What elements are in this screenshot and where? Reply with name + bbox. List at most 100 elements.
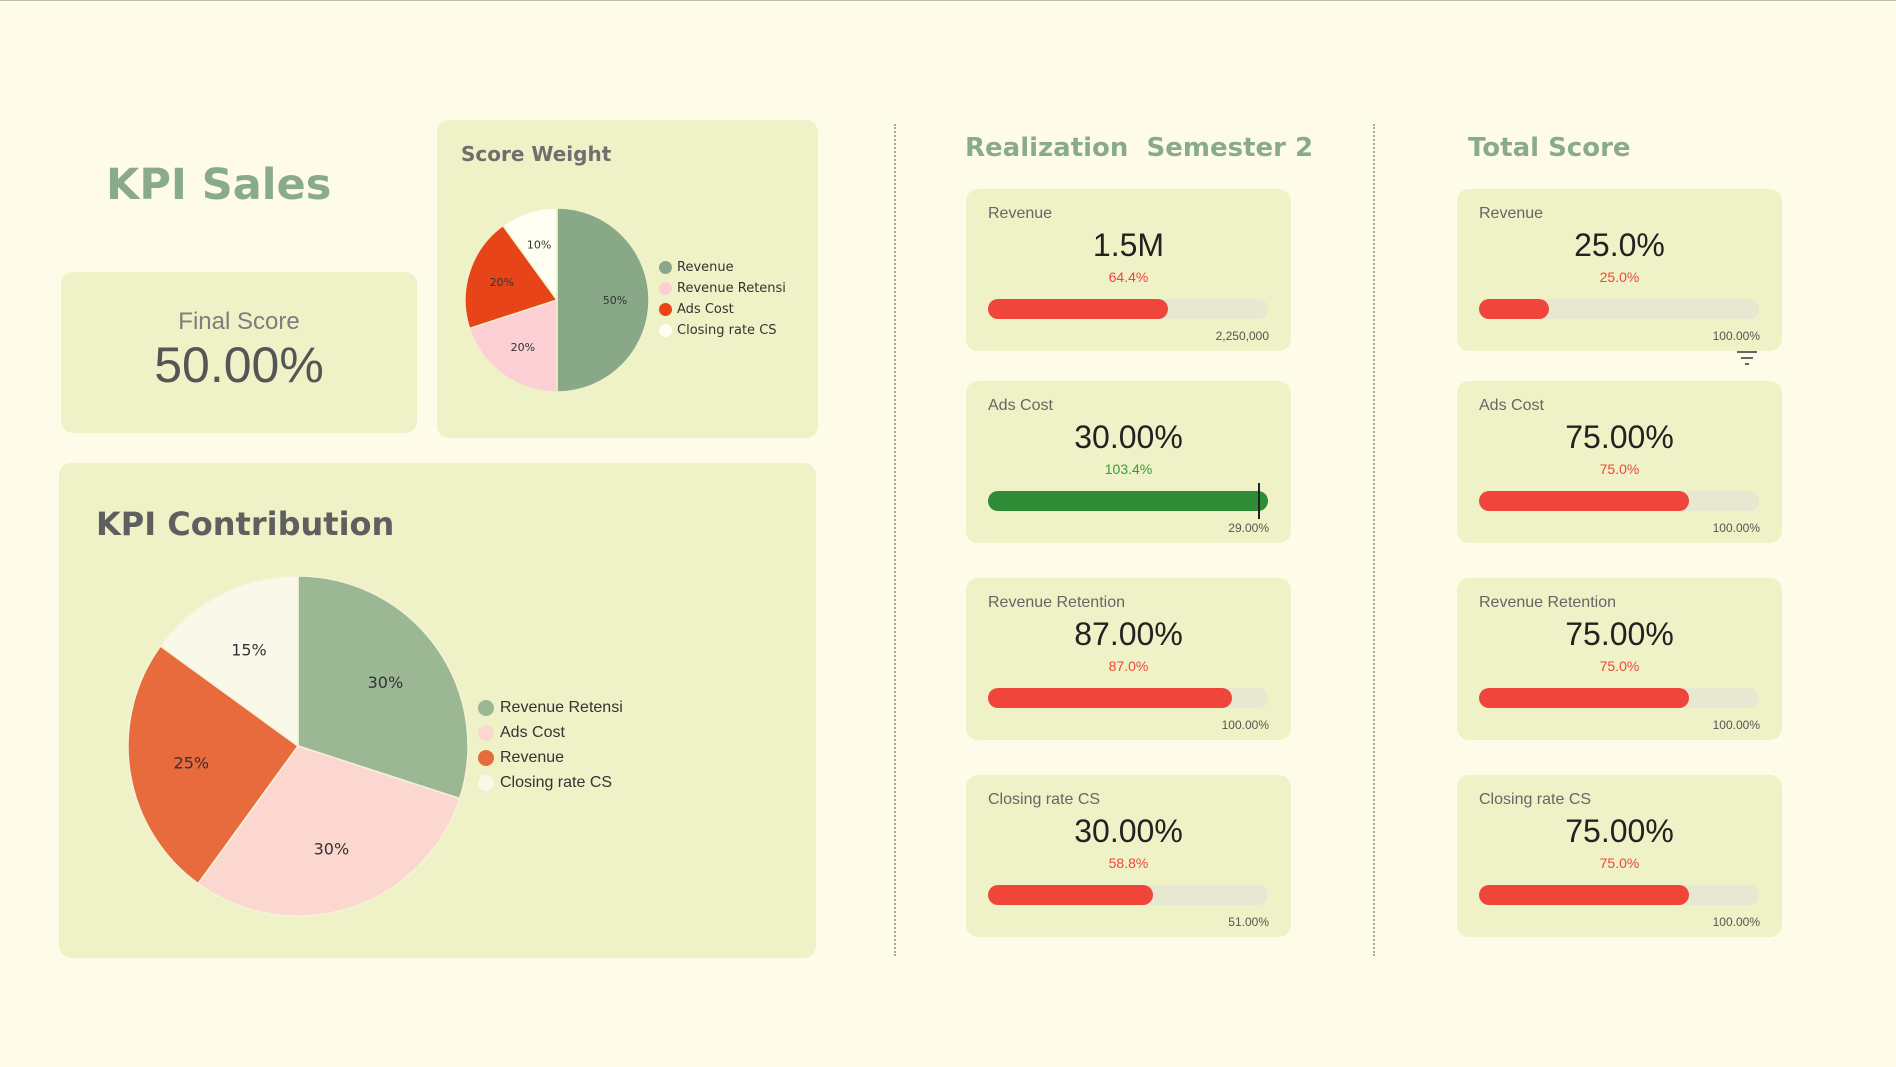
total-card-closing-rate: Closing rate CS 75.00% 75.0% 100.00%	[1457, 775, 1782, 937]
pie-slice-label: 50%	[603, 294, 627, 307]
column-divider	[894, 124, 896, 956]
kpi-percent: 75.0%	[1599, 461, 1640, 477]
kpi-target: 100.00%	[1712, 521, 1760, 535]
kpi-contribution-pie: 30% 30% 25% 15%	[127, 575, 469, 917]
realization-card-revenue: Revenue 1.5M 64.4% 2,250,000	[966, 189, 1291, 351]
pie-slice-label: 30%	[314, 839, 350, 858]
kpi-contribution-title: KPI Contribution	[96, 505, 395, 543]
legend-item: Ads Cost	[478, 720, 623, 745]
progress-fill	[988, 299, 1169, 319]
kpi-value: 75.00%	[1565, 813, 1674, 849]
kpi-percent: 64.4%	[1108, 269, 1149, 285]
kpi-target: 2,250,000	[1215, 329, 1269, 343]
pie-slice[interactable]	[468, 298, 558, 393]
score-weight-pie: 50% 20% 20% 10%	[464, 207, 650, 393]
pie-slice-label: 20%	[511, 341, 535, 354]
pie-slice[interactable]	[297, 575, 469, 800]
legend-swatch	[659, 303, 672, 316]
kpi-percent: 103.4%	[1104, 461, 1153, 477]
kpi-target: 29.00%	[1228, 521, 1269, 535]
kpi-label: Revenue	[1479, 205, 1544, 222]
target-marker	[1258, 483, 1260, 519]
kpi-label: Ads Cost	[988, 397, 1053, 414]
progress-track	[1479, 688, 1759, 708]
progress-fill	[988, 885, 1153, 905]
realization-card-ads-cost: Ads Cost 30.00% 103.4% 29.00%	[966, 381, 1291, 543]
legend-swatch	[478, 724, 494, 741]
legend-item: Closing rate CS	[478, 770, 623, 795]
progress-track	[1479, 299, 1759, 319]
kpi-label: Revenue	[988, 205, 1053, 222]
final-score-label: Final Score	[178, 308, 300, 335]
score-weight-legend: Revenue Revenue Retensi Ads Cost Closing…	[659, 257, 786, 341]
kpi-contribution-card: KPI Contribution 30% 30% 25% 15% Revenue Re…	[59, 463, 816, 958]
kpi-value: 25.0%	[1574, 227, 1665, 263]
kpi-percent: 58.8%	[1108, 855, 1149, 871]
progress-track	[988, 885, 1268, 905]
total-card-revenue: Revenue 25.0% 25.0% 100.00%	[1457, 189, 1782, 351]
kpi-percent: 25.0%	[1599, 269, 1640, 285]
kpi-label: Closing rate CS	[1479, 791, 1592, 808]
pie-slice-label: 15%	[231, 640, 267, 659]
kpi-value: 75.00%	[1565, 419, 1674, 455]
pie-slice-label: 30%	[368, 673, 404, 692]
kpi-label: Closing rate CS	[988, 791, 1101, 808]
legend-label: Revenue	[677, 260, 734, 275]
kpi-target: 100.00%	[1221, 718, 1269, 732]
legend-label: Closing rate CS	[677, 323, 777, 338]
kpi-value: 1.5M	[1092, 227, 1165, 263]
legend-item: Revenue	[659, 257, 786, 278]
kpi-target: 100.00%	[1712, 718, 1760, 732]
kpi-value: 75.00%	[1565, 616, 1674, 652]
kpi-label: Ads Cost	[1479, 397, 1544, 414]
kpi-label: Revenue Retention	[1479, 594, 1616, 611]
progress-fill	[1479, 491, 1689, 511]
final-score-card: Final Score 50.00%	[61, 272, 417, 433]
kpi-contribution-legend: Revenue Retensi Ads Cost Revenue Closing…	[478, 695, 623, 795]
pie-slice[interactable]	[197, 745, 461, 917]
legend-item: Revenue Retensi	[659, 278, 786, 299]
legend-label: Ads Cost	[677, 302, 734, 317]
total-score-title: Total Score	[1468, 133, 1631, 163]
pie-slice[interactable]	[127, 645, 300, 885]
realization-title: Realization Semester 2	[965, 133, 1314, 163]
progress-track	[988, 483, 1268, 519]
legend-swatch	[659, 324, 672, 337]
legend-label: Closing rate CS	[500, 773, 613, 791]
column-divider	[1373, 124, 1375, 956]
kpi-percent: 75.0%	[1599, 855, 1640, 871]
kpi-label: Revenue Retention	[988, 594, 1125, 611]
total-card-revenue-retention: Revenue Retention 75.00% 75.0% 100.00%	[1457, 578, 1782, 740]
filter-icon[interactable]	[1736, 350, 1758, 366]
legend-swatch	[478, 749, 494, 766]
kpi-target: 100.00%	[1712, 329, 1760, 343]
pie-slice[interactable]	[556, 207, 650, 393]
pie-slice[interactable]	[159, 575, 299, 748]
pie-slice-label: 10%	[527, 239, 551, 252]
progress-fill	[988, 688, 1232, 708]
progress-track	[988, 299, 1268, 319]
pie-slice[interactable]	[464, 224, 559, 330]
legend-item: Revenue Retensi	[478, 695, 623, 720]
legend-item: Ads Cost	[659, 299, 786, 320]
legend-label: Revenue	[500, 748, 565, 766]
legend-label: Revenue Retensi	[677, 281, 786, 296]
progress-track	[1479, 885, 1759, 905]
realization-card-closing-rate: Closing rate CS 30.00% 58.8% 51.00%	[966, 775, 1291, 937]
pie-slice-label: 25%	[174, 753, 210, 772]
progress-fill	[1479, 299, 1549, 319]
page-title: KPI Sales	[106, 160, 332, 210]
legend-item: Revenue	[478, 745, 623, 770]
legend-swatch	[659, 282, 672, 295]
progress-track	[988, 688, 1268, 708]
legend-swatch	[478, 774, 494, 791]
legend-swatch	[478, 699, 494, 716]
total-card-ads-cost: Ads Cost 75.00% 75.0% 100.00%	[1457, 381, 1782, 543]
progress-fill	[1479, 688, 1689, 708]
pie-slice[interactable]	[501, 207, 558, 303]
pie-slice-label: 20%	[490, 276, 514, 289]
progress-fill	[1479, 885, 1689, 905]
progress-track	[1479, 491, 1759, 511]
final-score-value: 50.00%	[154, 337, 324, 393]
legend-label: Ads Cost	[500, 723, 565, 741]
